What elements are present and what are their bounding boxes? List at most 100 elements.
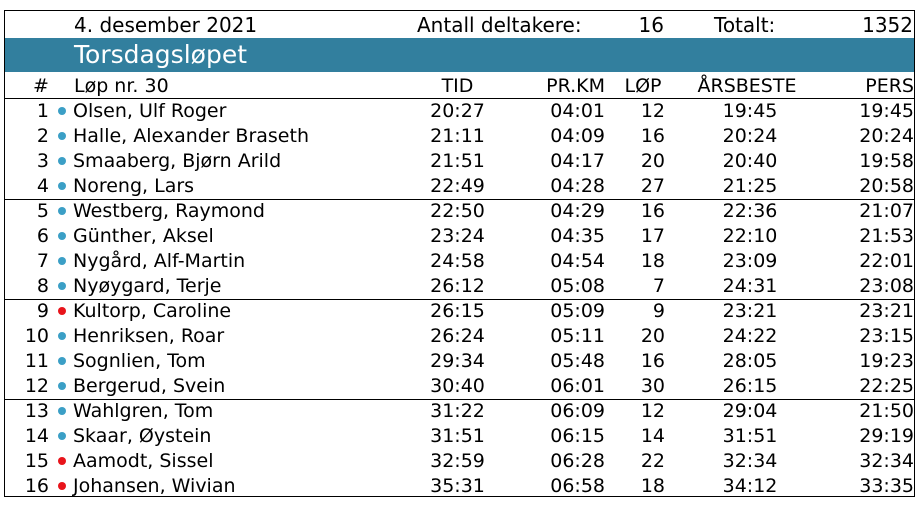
season-best-cell: 28:05 bbox=[722, 350, 778, 372]
rank-cell: 15 bbox=[24, 450, 49, 472]
time-cell: 22:50 bbox=[430, 200, 485, 222]
rank-cell: 6 bbox=[36, 225, 49, 247]
runner-name: Bergerud, Svein bbox=[73, 375, 226, 397]
total-label: Totalt: bbox=[714, 13, 776, 37]
table-row: 15 Aamodt, Sissel 32:59 06:28 22 32:34 32:34 bbox=[5, 449, 914, 474]
runner-name: Nygård, Alf-Martin bbox=[73, 250, 246, 272]
runner-name: Johansen, Wivian bbox=[73, 475, 236, 497]
blue-dot-icon bbox=[58, 257, 66, 265]
rank-cell: 14 bbox=[24, 425, 49, 447]
season-best-cell: 24:31 bbox=[722, 275, 778, 297]
season-best-cell: 23:09 bbox=[722, 250, 778, 272]
personal-best-cell: 19:23 bbox=[859, 350, 914, 372]
personal-best-cell: 22:25 bbox=[859, 375, 914, 397]
time-cell: 31:51 bbox=[430, 425, 485, 447]
pace-cell: 04:35 bbox=[550, 225, 605, 247]
red-dot-icon bbox=[58, 482, 66, 490]
personal-best-cell: 29:19 bbox=[859, 425, 914, 447]
runner-name: Noreng, Lars bbox=[73, 175, 195, 197]
table-row: 4 Noreng, Lars 22:49 04:28 27 21:25 20:58 bbox=[5, 174, 914, 200]
personal-best-cell: 19:45 bbox=[859, 100, 914, 122]
table-row: 7 Nygård, Alf-Martin 24:58 04:54 18 23:09 22:0… bbox=[5, 249, 914, 274]
page-title: Torsdagsløpet bbox=[74, 40, 247, 69]
runner-name: Kultorp, Caroline bbox=[73, 300, 232, 322]
pace-cell: 05:11 bbox=[550, 325, 605, 347]
season-best-cell: 29:04 bbox=[722, 400, 778, 422]
red-dot-icon bbox=[58, 307, 66, 315]
participants-count: 16 bbox=[638, 13, 664, 37]
blue-dot-icon bbox=[58, 207, 66, 215]
blue-dot-icon bbox=[58, 157, 66, 165]
personal-best-cell: 23:15 bbox=[859, 325, 914, 347]
col-time: TID bbox=[441, 75, 474, 97]
time-cell: 35:31 bbox=[430, 475, 485, 497]
time-cell: 20:27 bbox=[430, 100, 485, 122]
season-best-cell: 20:24 bbox=[722, 125, 778, 147]
races-cell: 22 bbox=[640, 450, 665, 472]
season-best-cell: 34:12 bbox=[722, 475, 778, 497]
time-cell: 24:58 bbox=[430, 250, 485, 272]
personal-best-cell: 23:08 bbox=[859, 275, 914, 297]
total-count: 1352 bbox=[862, 13, 913, 37]
runner-name: Smaaberg, Bjørn Arild bbox=[73, 150, 282, 172]
pace-cell: 04:09 bbox=[550, 125, 605, 147]
pace-cell: 06:01 bbox=[550, 375, 605, 397]
personal-best-cell: 21:50 bbox=[859, 400, 914, 422]
participants-label: Antall deltakere: bbox=[417, 13, 582, 37]
table-row: 9 Kultorp, Caroline 26:15 05:09 9 23:21 23:21 bbox=[5, 299, 914, 324]
time-cell: 21:11 bbox=[430, 125, 485, 147]
time-cell: 30:40 bbox=[430, 375, 485, 397]
runner-name: Sognlien, Tom bbox=[73, 350, 206, 372]
time-cell: 29:34 bbox=[430, 350, 485, 372]
col-personal-best: PERS bbox=[865, 75, 914, 97]
runner-name: Westberg, Raymond bbox=[73, 200, 265, 222]
blue-dot-icon bbox=[58, 132, 66, 140]
pace-cell: 06:15 bbox=[550, 425, 605, 447]
season-best-cell: 21:25 bbox=[722, 175, 778, 197]
runner-name: Olsen, Ulf Roger bbox=[73, 100, 227, 122]
table-row: 8 Nyøygard, Terje 26:12 05:08 7 24:31 23:08 bbox=[5, 274, 914, 300]
rank-cell: 1 bbox=[36, 100, 49, 122]
blue-dot-icon bbox=[58, 282, 66, 290]
table-row: 13 Wahlgren, Tom 31:22 06:09 12 29:04 21:50 bbox=[5, 399, 914, 424]
time-cell: 22:49 bbox=[430, 175, 485, 197]
personal-best-cell: 22:01 bbox=[859, 250, 914, 272]
col-pace: PR.KM bbox=[546, 75, 605, 97]
pace-cell: 04:54 bbox=[550, 250, 605, 272]
personal-best-cell: 19:58 bbox=[859, 150, 914, 172]
rank-cell: 2 bbox=[36, 125, 49, 147]
pace-cell: 05:08 bbox=[550, 275, 605, 297]
column-header-row: # Løp nr. 30 TID PR.KM LØP ÅRSBESTE PERS bbox=[5, 73, 914, 99]
runner-name: Günther, Aksel bbox=[73, 225, 214, 247]
runner-name: Nyøygard, Terje bbox=[73, 275, 222, 297]
title-banner: Torsdagsløpet bbox=[5, 38, 914, 72]
pace-cell: 04:17 bbox=[550, 150, 605, 172]
races-cell: 20 bbox=[640, 325, 665, 347]
season-best-cell: 19:45 bbox=[722, 100, 778, 122]
personal-best-cell: 21:07 bbox=[859, 200, 914, 222]
table-row: 2 Halle, Alexander Braseth 21:11 04:09 16 20:… bbox=[5, 124, 914, 149]
time-cell: 31:22 bbox=[430, 400, 485, 422]
blue-dot-icon bbox=[58, 232, 66, 240]
table-row: 14 Skaar, Øystein 31:51 06:15 14 31:51 29:19 bbox=[5, 424, 914, 449]
rank-cell: 3 bbox=[36, 150, 49, 172]
time-cell: 32:59 bbox=[430, 450, 485, 472]
table-row: 16 Johansen, Wivian 35:31 06:58 18 34:12 33:35 bbox=[5, 474, 914, 499]
rank-cell: 9 bbox=[36, 300, 49, 322]
rank-cell: 10 bbox=[24, 325, 49, 347]
races-cell: 12 bbox=[640, 400, 665, 422]
col-season-best: ÅRSBESTE bbox=[697, 75, 797, 97]
personal-best-cell: 21:53 bbox=[859, 225, 914, 247]
season-best-cell: 24:22 bbox=[722, 325, 778, 347]
runner-name: Wahlgren, Tom bbox=[73, 400, 214, 422]
season-best-cell: 31:51 bbox=[722, 425, 778, 447]
time-cell: 23:24 bbox=[430, 225, 485, 247]
pace-cell: 04:29 bbox=[550, 200, 605, 222]
races-cell: 20 bbox=[640, 150, 665, 172]
races-cell: 9 bbox=[652, 300, 665, 322]
rank-cell: 4 bbox=[36, 175, 49, 197]
pace-cell: 05:48 bbox=[550, 350, 605, 372]
races-cell: 16 bbox=[640, 125, 665, 147]
blue-dot-icon bbox=[58, 182, 66, 190]
rank-cell: 16 bbox=[24, 475, 49, 497]
